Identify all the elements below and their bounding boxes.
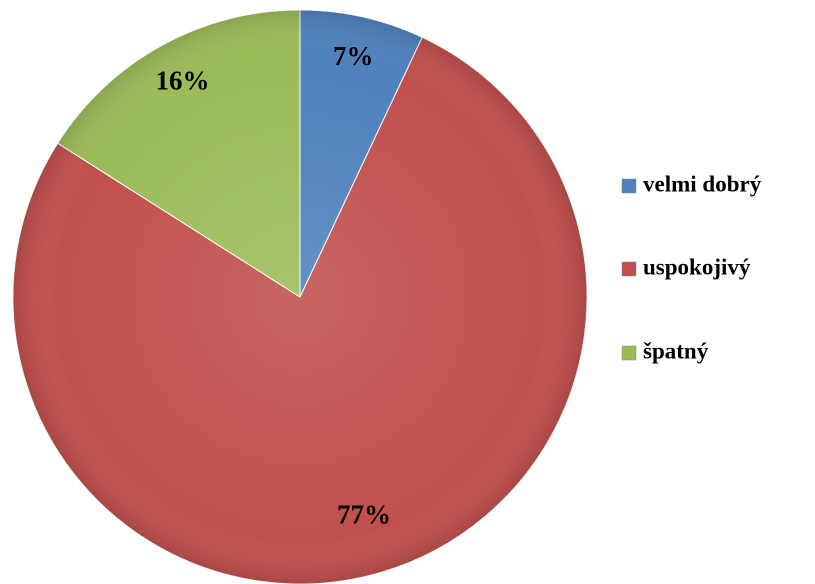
legend-label: špatný xyxy=(643,338,709,363)
legend-label: velmi dobrý xyxy=(643,171,762,196)
legend-swatch xyxy=(621,178,637,194)
data-label: 77% xyxy=(337,500,391,530)
data-label: 7% xyxy=(333,41,374,71)
data-label: 16% xyxy=(155,65,209,95)
legend-label: uspokojivý xyxy=(643,254,751,279)
legend-swatch xyxy=(621,261,637,277)
legend-swatch xyxy=(621,345,637,361)
